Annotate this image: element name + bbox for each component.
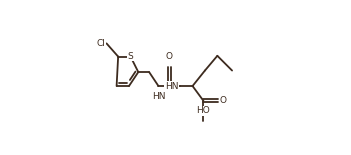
Text: HN: HN — [152, 92, 165, 101]
Text: O: O — [220, 96, 227, 105]
Text: Cl: Cl — [97, 39, 105, 48]
Text: O: O — [166, 52, 173, 61]
Text: HO: HO — [197, 106, 210, 115]
Text: HN: HN — [165, 82, 178, 91]
Text: S: S — [128, 52, 133, 61]
